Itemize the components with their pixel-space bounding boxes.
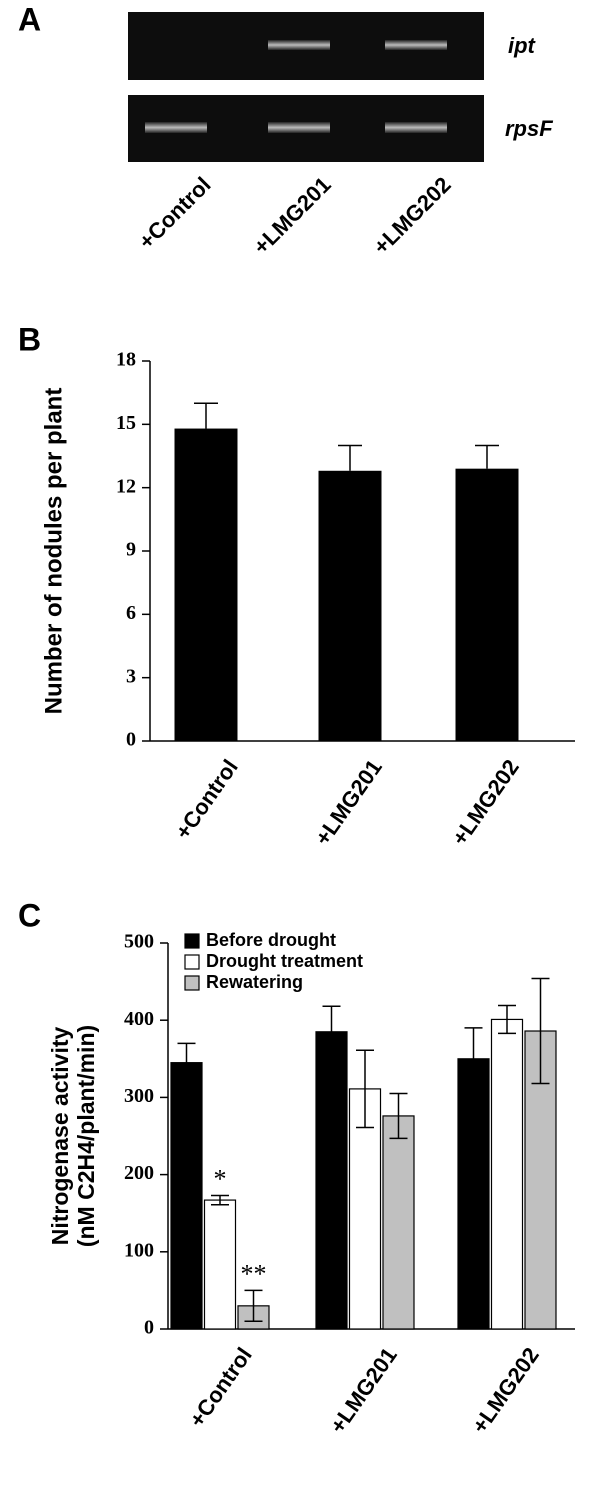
y-tick-label: 300 — [124, 1085, 154, 1107]
x-tick-label: +LMG202 — [447, 755, 524, 850]
gel-band — [268, 122, 330, 133]
lane-label: +LMG202 — [368, 172, 455, 259]
y-tick-label: 100 — [124, 1239, 154, 1261]
legend-label: Drought treatment — [206, 951, 363, 971]
annotation: * — [214, 1164, 227, 1193]
error-bar — [194, 402, 218, 429]
y-tick-label: 15 — [116, 412, 136, 434]
error-bar — [389, 1092, 408, 1140]
lane-label: +LMG201 — [248, 172, 335, 259]
error-bar — [475, 444, 499, 469]
error-bar — [177, 1042, 196, 1083]
error-bar — [211, 1194, 229, 1206]
gene-label: rpsF — [505, 116, 553, 141]
y-axis-label: (nM C2H4/plant/min) — [73, 1025, 99, 1247]
legend-label: Before drought — [206, 930, 336, 950]
legend-swatch — [184, 933, 200, 949]
bar — [457, 1058, 490, 1330]
legend-label: Rewatering — [206, 972, 303, 992]
gel-band — [385, 122, 447, 133]
error-bar — [338, 444, 362, 471]
y-tick-label: 0 — [144, 1317, 154, 1339]
lane-label: +Control — [134, 172, 216, 254]
error-bar — [322, 1005, 341, 1059]
legend-swatch — [184, 975, 200, 991]
y-tick-label: 12 — [116, 475, 136, 497]
x-tick-label: +LMG201 — [310, 755, 387, 850]
y-axis-label: Number of nodules per plant — [40, 388, 67, 715]
error-bar — [531, 977, 550, 1085]
panel-label: C — [18, 897, 41, 933]
x-tick-label: +LMG201 — [325, 1343, 402, 1438]
y-tick-label: 0 — [126, 729, 136, 751]
bar — [382, 1115, 415, 1330]
bar — [490, 1018, 524, 1330]
error-bar — [498, 1004, 516, 1035]
panel-label: A — [18, 1, 41, 37]
x-tick-label: +Control — [170, 755, 243, 844]
y-tick-label: 6 — [126, 602, 136, 624]
y-axis-label: Nitrogenase activity — [47, 1027, 73, 1246]
y-tick-label: 18 — [116, 349, 136, 371]
y-tick-label: 3 — [126, 665, 136, 687]
panel-label: B — [18, 321, 41, 357]
error-bar — [244, 1289, 263, 1323]
y-tick-label: 200 — [124, 1162, 154, 1184]
gel-band — [385, 40, 447, 50]
annotation: ** — [241, 1259, 267, 1288]
bar — [174, 428, 238, 741]
gel-band — [268, 40, 330, 50]
error-bar — [464, 1027, 483, 1091]
y-tick-label: 9 — [126, 539, 136, 561]
legend-swatch — [184, 954, 200, 970]
x-tick-label: +LMG202 — [467, 1343, 544, 1438]
y-tick-label: 400 — [124, 1008, 154, 1030]
bar — [203, 1199, 237, 1330]
error-bar — [356, 1049, 374, 1129]
gene-label: ipt — [508, 33, 537, 58]
x-tick-label: +Control — [184, 1343, 257, 1432]
bar — [318, 470, 382, 741]
bar — [455, 468, 519, 741]
y-tick-label: 500 — [124, 931, 154, 953]
gel-band — [145, 122, 207, 133]
bar — [315, 1031, 348, 1330]
bar — [170, 1062, 203, 1330]
